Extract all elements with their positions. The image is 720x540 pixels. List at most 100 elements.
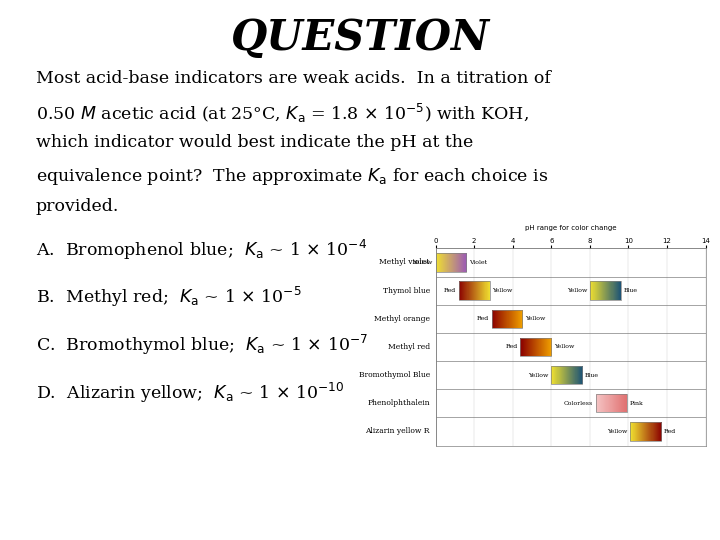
Bar [521,338,523,356]
Text: D.  Alizarin yellow;  $K_\mathrm{a}$ ~ 1 $\times$ 10$^{-10}$: D. Alizarin yellow; $K_\mathrm{a}$ ~ 1 $… [36,381,344,404]
Bar [497,309,498,328]
Bar [555,366,557,384]
Bar [573,366,574,384]
Bar [608,394,609,413]
Bar [603,394,604,413]
Bar [649,422,650,441]
Bar [564,366,566,384]
Text: Yellow: Yellow [554,345,575,349]
Bar [559,366,560,384]
Text: Yellow: Yellow [528,373,549,377]
Bar [544,338,545,356]
Bar [602,281,603,300]
Bar [506,309,508,328]
Bar [485,281,486,300]
Bar [543,338,544,356]
Bar [528,338,529,356]
Bar [604,394,605,413]
Bar [441,253,442,272]
Bar [605,281,606,300]
Bar [510,309,511,328]
Bar [465,253,467,272]
Bar [568,366,570,384]
Bar [459,253,460,272]
Bar [594,281,595,300]
Bar [478,281,480,300]
Bar [542,338,543,356]
Bar [608,281,609,300]
Bar [645,422,646,441]
Bar [609,281,611,300]
Bar [463,281,464,300]
Bar [467,281,468,300]
Bar [472,281,474,300]
Bar [656,422,657,441]
Bar [606,281,607,300]
Bar [436,253,438,272]
Text: Thymol blue: Thymol blue [382,287,430,295]
Bar [659,422,660,441]
Bar [556,366,557,384]
Bar [454,253,455,272]
Bar [552,366,553,384]
Bar [575,366,577,384]
Bar [620,281,621,300]
Bar [618,281,620,300]
Bar [651,422,652,441]
Bar [440,253,441,272]
Bar [604,281,605,300]
Bar [453,253,454,272]
Bar [540,338,541,356]
Bar [595,394,597,413]
Bar [508,309,509,328]
Bar [474,281,476,300]
Bar [600,281,602,300]
Bar [565,366,566,384]
Bar [492,309,523,328]
Bar [487,281,488,300]
Bar [519,309,520,328]
Bar [525,338,526,356]
Bar [458,253,459,272]
Bar [631,422,632,441]
Bar [575,366,576,384]
Bar [626,394,627,413]
Bar [652,422,654,441]
Bar [643,422,644,441]
Bar [557,366,559,384]
Bar [617,281,618,300]
Bar [548,338,549,356]
Bar [523,338,524,356]
Bar [459,281,490,300]
Bar [566,366,567,384]
Bar [541,338,542,356]
Bar [655,422,656,441]
Bar [597,281,598,300]
Bar [437,253,438,272]
Bar [604,281,606,300]
Bar [460,281,462,300]
Bar [487,281,488,300]
Bar [533,338,534,356]
Bar [545,338,546,356]
Bar [439,253,440,272]
Bar [448,253,449,272]
Bar [511,309,512,328]
Bar [436,253,437,272]
Bar [521,309,522,328]
Bar [503,309,504,328]
Bar [508,309,510,328]
Bar [616,281,617,300]
Bar [512,309,513,328]
Bar [492,309,493,328]
Bar [647,422,648,441]
Bar [442,253,444,272]
Bar [636,422,637,441]
Bar [464,253,465,272]
Bar [631,422,632,441]
Bar [444,253,445,272]
Bar [481,281,482,300]
Bar [546,338,547,356]
Bar [458,253,459,272]
Bar [510,309,511,328]
